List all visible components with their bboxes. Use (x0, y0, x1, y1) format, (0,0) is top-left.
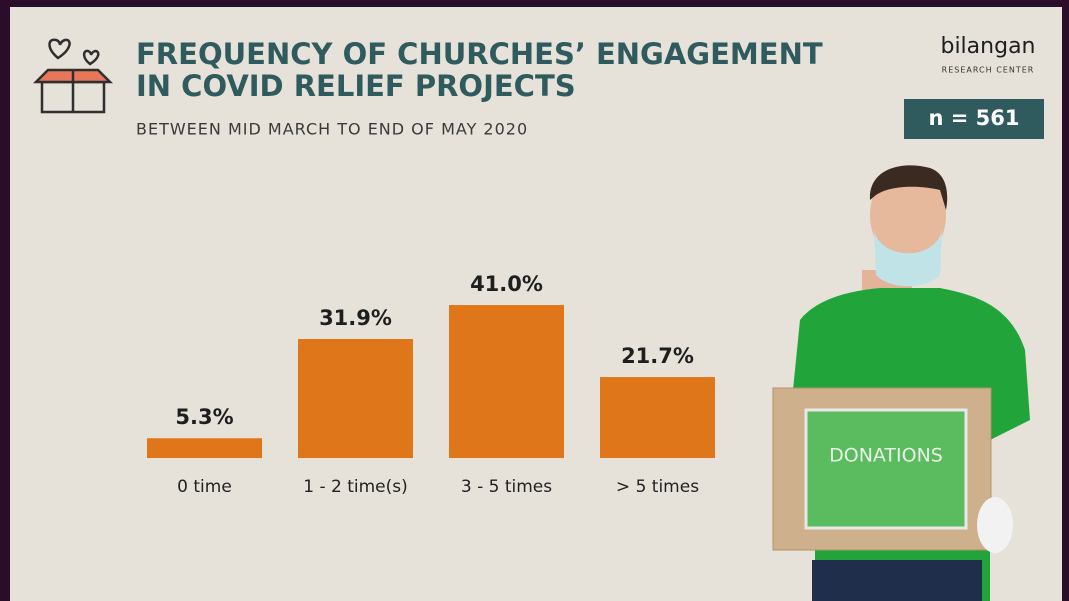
category-label: > 5 times (616, 477, 699, 497)
box-label: DONATIONS (829, 445, 943, 467)
subtitle: BETWEEN MID MARCH TO END OF MAY 2020 (136, 120, 528, 139)
title-line: FREQUENCY OF CHURCHES’ ENGAGEMENT (136, 37, 823, 71)
sample-size: n = 561 (928, 106, 1019, 130)
bar (600, 377, 715, 458)
brand-name: bilangan (940, 34, 1035, 59)
bar (147, 438, 262, 458)
brand-tagline: RESEARCH CENTER (942, 66, 1035, 75)
value-label: 21.7% (621, 344, 694, 368)
sample-box (904, 99, 1044, 139)
value-label: 5.3% (175, 405, 233, 429)
bar (298, 339, 413, 458)
donation-box: DONATIONS (772, 387, 1013, 553)
value-label: 41.0% (470, 272, 543, 296)
heart-box-icon (32, 38, 114, 114)
category-label: 1 - 2 time(s) (303, 477, 408, 497)
bar (449, 305, 564, 458)
category-label: 3 - 5 times (461, 477, 552, 497)
value-label: 31.9% (319, 306, 392, 330)
category-label: 0 time (177, 477, 232, 497)
title-line: IN COVID RELIEF PROJECTS (136, 69, 576, 103)
